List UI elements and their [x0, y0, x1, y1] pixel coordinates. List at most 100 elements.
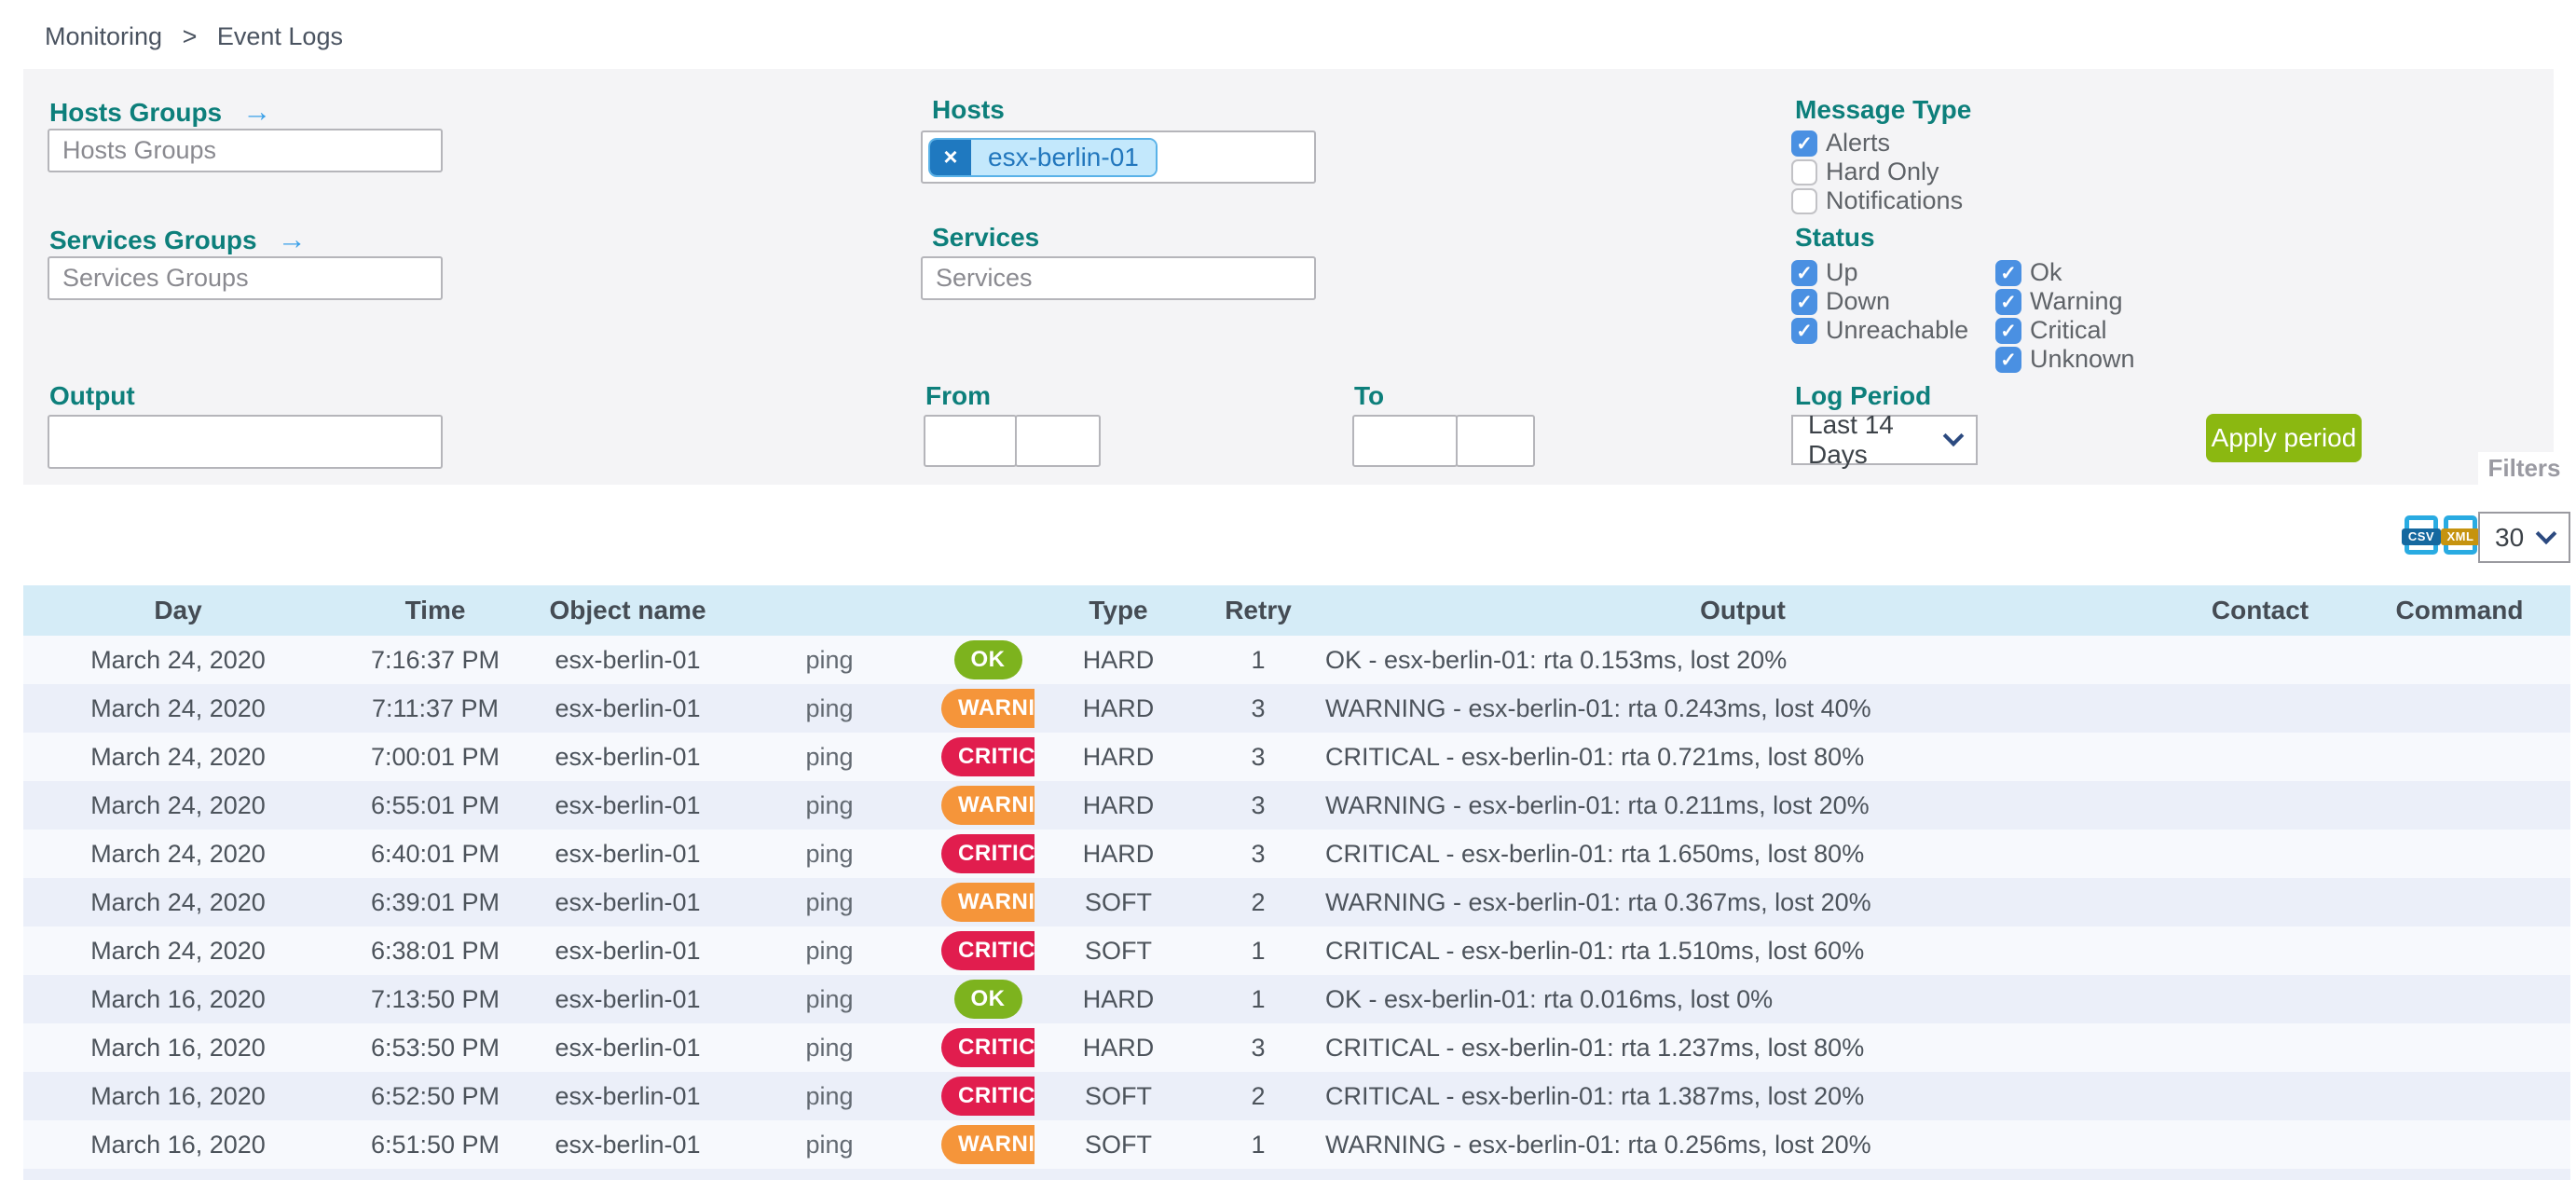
- cell-contact: [2172, 636, 2349, 684]
- xml-icon-label: XML: [2441, 528, 2480, 545]
- services-input[interactable]: [921, 256, 1316, 300]
- cell-status: OK: [941, 975, 1035, 1023]
- cell-output: CRITICAL - esx-berlin-01: rta 0.721ms, l…: [1314, 733, 2172, 781]
- checkbox-alerts[interactable]: ✓ Alerts: [1791, 129, 1963, 158]
- checkbox-checked-icon[interactable]: ✓: [1995, 317, 2021, 344]
- services-label: Services: [932, 223, 1040, 252]
- cell-retry: 2: [1202, 878, 1314, 926]
- output-input[interactable]: [48, 415, 443, 469]
- cell-command: [2349, 878, 2570, 926]
- cell-time: 6:51:50 PM: [333, 1120, 538, 1169]
- breadcrumb-monitoring[interactable]: Monitoring: [45, 22, 163, 50]
- chevron-down-icon: [1942, 425, 1965, 447]
- page-size-select[interactable]: 30: [2478, 512, 2570, 563]
- from-date-input[interactable]: [924, 415, 1017, 467]
- status-label: Status: [1795, 223, 1875, 252]
- remove-tag-button[interactable]: ×: [930, 139, 971, 175]
- cell-command: [2349, 781, 2570, 830]
- cell-time: 7:13:50 PM: [333, 975, 538, 1023]
- status-badge: WARNING: [941, 883, 1035, 922]
- services-groups-input[interactable]: [48, 256, 443, 300]
- cell-time: 7:11:37 PM: [333, 684, 538, 733]
- column-header-retry[interactable]: Retry: [1202, 585, 1314, 636]
- checkbox-critical[interactable]: ✓ Critical: [1995, 316, 2135, 345]
- breadcrumb: Monitoring > Event Logs: [45, 22, 343, 51]
- cell-contact: [2172, 878, 2349, 926]
- cell-contact: [2172, 1023, 2349, 1072]
- checkbox-label: Hard Only: [1826, 158, 1939, 185]
- status-badge: CRITICAL: [941, 931, 1035, 970]
- export-xml-icon[interactable]: XML: [2441, 515, 2480, 555]
- column-header-empty: [718, 585, 941, 636]
- checkbox-label: Notifications: [1826, 186, 1964, 214]
- checkbox-label: Ok: [2030, 258, 2062, 286]
- export-csv-icon[interactable]: CSV: [2402, 515, 2441, 555]
- chevron-down-icon: [2535, 522, 2557, 544]
- checkbox-checked-icon[interactable]: ✓: [1791, 259, 1817, 286]
- to-time-input[interactable]: [1456, 415, 1535, 467]
- cell-object-name: esx-berlin-01: [538, 1072, 718, 1120]
- status-badge: CRITICAL: [941, 1028, 1035, 1067]
- message-type-label: Message Type: [1795, 95, 1972, 124]
- cell-type: SOFT: [1035, 878, 1202, 926]
- checkbox-unchecked-icon[interactable]: [1791, 187, 1817, 214]
- cell-status: CRITICAL: [941, 1023, 1035, 1072]
- checkbox-notifications[interactable]: Notifications: [1791, 186, 1963, 215]
- table-row: March 16, 2020 6:51:50 PM esx-berlin-01 …: [23, 1120, 2570, 1169]
- checkbox-hard-only[interactable]: Hard Only: [1791, 158, 1963, 186]
- cell-service: ping: [718, 975, 941, 1023]
- checkbox-checked-icon[interactable]: ✓: [1791, 288, 1817, 315]
- column-header-output[interactable]: Output: [1314, 585, 2172, 636]
- filters-tab[interactable]: Filters: [2478, 452, 2570, 485]
- table-row: March 24, 2020 6:39:01 PM esx-berlin-01 …: [23, 878, 2570, 926]
- apply-period-button[interactable]: Apply period: [2206, 414, 2362, 462]
- cell-object-name: esx-berlin-01: [538, 781, 718, 830]
- column-header-contact[interactable]: Contact: [2172, 585, 2349, 636]
- cell-retry: 1: [1202, 926, 1314, 975]
- table-row: March 24, 2020 7:11:37 PM esx-berlin-01 …: [23, 684, 2570, 733]
- cell-service: ping: [718, 830, 941, 878]
- checkbox-checked-icon[interactable]: ✓: [1791, 130, 1817, 157]
- checkbox-down[interactable]: ✓ Down: [1791, 287, 1968, 316]
- hosts-groups-input[interactable]: [48, 129, 443, 172]
- cell-retry: 3: [1202, 733, 1314, 781]
- checkbox-unknown[interactable]: ✓ Unknown: [1995, 345, 2135, 374]
- to-label: To: [1354, 381, 1385, 410]
- column-header-time[interactable]: Time: [333, 585, 538, 636]
- checkbox-unchecked-icon[interactable]: [1791, 158, 1817, 185]
- log-period-select[interactable]: Last 14 Days: [1791, 410, 1978, 469]
- cell-day: March 24, 2020: [23, 684, 333, 733]
- checkbox-label: Up: [1826, 258, 1858, 286]
- cell-day: March 24, 2020: [23, 926, 333, 975]
- checkbox-unreachable[interactable]: ✓ Unreachable: [1791, 316, 1968, 345]
- table-row: March 24, 2020 6:40:01 PM esx-berlin-01 …: [23, 830, 2570, 878]
- to-date-input[interactable]: [1352, 415, 1458, 467]
- arrow-right-icon[interactable]: →: [277, 223, 307, 255]
- checkbox-label: Warning: [2030, 287, 2123, 315]
- checkbox-checked-icon[interactable]: ✓: [1791, 317, 1817, 344]
- column-header-day[interactable]: Day: [23, 585, 333, 636]
- arrow-right-icon[interactable]: →: [242, 95, 272, 128]
- checkbox-checked-icon[interactable]: ✓: [1995, 288, 2021, 315]
- hosts-input[interactable]: × esx-berlin-01: [921, 130, 1316, 184]
- checkbox-checked-icon[interactable]: ✓: [1995, 346, 2021, 373]
- cell-object-name: esx-berlin-01: [538, 1023, 718, 1072]
- column-header-command[interactable]: Command: [2349, 585, 2570, 636]
- cell-output: WARNING - esx-berlin-01: rta 0.211ms, lo…: [1314, 781, 2172, 830]
- partial-next-row: [23, 1169, 2570, 1180]
- table-row: March 16, 2020 7:13:50 PM esx-berlin-01 …: [23, 975, 2570, 1023]
- cell-contact: [2172, 830, 2349, 878]
- cell-day: March 16, 2020: [23, 1120, 333, 1169]
- column-header-type[interactable]: Type: [1035, 585, 1202, 636]
- checkbox-up[interactable]: ✓ Up: [1791, 258, 1968, 287]
- checkbox-ok[interactable]: ✓ Ok: [1995, 258, 2135, 287]
- status-badge: CRITICAL: [941, 834, 1035, 873]
- table-row: March 24, 2020 6:38:01 PM esx-berlin-01 …: [23, 926, 2570, 975]
- checkbox-warning[interactable]: ✓ Warning: [1995, 287, 2135, 316]
- cell-object-name: esx-berlin-01: [538, 975, 718, 1023]
- from-time-input[interactable]: [1015, 415, 1101, 467]
- host-tag-label: esx-berlin-01: [971, 139, 1156, 175]
- checkbox-checked-icon[interactable]: ✓: [1995, 259, 2021, 286]
- column-header-object-name[interactable]: Object name: [538, 585, 718, 636]
- status-host-options: ✓ Up ✓ Down ✓ Unreachable: [1791, 258, 1968, 345]
